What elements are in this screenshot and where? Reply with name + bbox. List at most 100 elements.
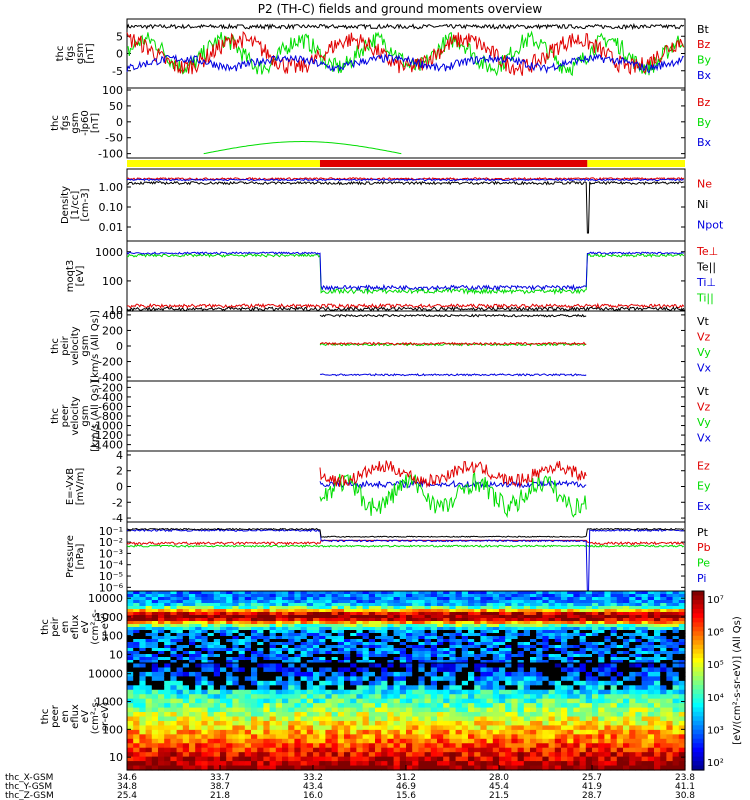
spectrogram-cell bbox=[480, 698, 488, 704]
spectrogram-cell bbox=[517, 716, 525, 722]
spectrogram-cell bbox=[325, 667, 333, 673]
spectrogram-cell bbox=[598, 698, 605, 704]
spectrogram-cell bbox=[244, 600, 252, 604]
spectrogram-cell bbox=[164, 651, 171, 655]
spectrogram-cell bbox=[629, 660, 636, 664]
spectrogram-cell bbox=[331, 756, 339, 762]
spectrogram-cell bbox=[635, 642, 643, 646]
spectrogram-cell bbox=[505, 654, 512, 658]
spectrogram-cell bbox=[362, 636, 370, 640]
spectrogram-cell bbox=[393, 618, 401, 622]
spectrogram-cell bbox=[406, 606, 413, 610]
spectrogram-cell bbox=[368, 712, 376, 718]
colorbar-cell bbox=[692, 671, 704, 677]
spectrogram-cell bbox=[486, 707, 494, 713]
spectrogram-cell bbox=[486, 761, 494, 767]
spectrogram-cell bbox=[306, 729, 314, 735]
spectrogram-cell bbox=[133, 639, 140, 643]
spectrogram-cell bbox=[368, 689, 376, 695]
spectrogram-cell bbox=[554, 707, 562, 713]
spectrogram-cell bbox=[263, 624, 271, 628]
spectrogram-cell bbox=[393, 698, 401, 704]
spectrogram-cell bbox=[517, 615, 525, 619]
spectrogram-cell bbox=[213, 624, 221, 628]
spectrogram-cell bbox=[424, 680, 432, 686]
spectrogram-cell bbox=[604, 663, 612, 669]
spectrogram-cell bbox=[616, 676, 624, 682]
spectrogram-cell bbox=[164, 712, 171, 718]
spectrogram-cell bbox=[344, 689, 351, 695]
y-tick-label: 10000 bbox=[88, 668, 123, 681]
spectrogram-cell bbox=[275, 660, 283, 664]
spectrogram-cell bbox=[474, 725, 481, 731]
spectrogram-cell bbox=[220, 725, 227, 731]
spectrogram-cell bbox=[288, 591, 295, 595]
spectrogram-cell bbox=[269, 680, 277, 686]
spectrogram-cell bbox=[654, 720, 661, 727]
spectrogram-cell bbox=[213, 720, 221, 727]
spectrogram-cell bbox=[486, 636, 494, 640]
spectrogram-cell bbox=[430, 738, 438, 744]
spectrogram-cell bbox=[443, 720, 450, 727]
spectrogram-cell bbox=[226, 765, 233, 771]
spectrogram-cell bbox=[567, 591, 574, 595]
spectrogram-cell bbox=[449, 765, 457, 771]
spectrogram-cell bbox=[418, 600, 426, 604]
colorbar-cell bbox=[692, 756, 704, 762]
spectrogram-cell bbox=[244, 738, 252, 744]
spectrogram-cell bbox=[133, 657, 140, 661]
spectrogram-cell bbox=[474, 591, 481, 595]
spectrogram-cell bbox=[623, 703, 630, 709]
spectrogram-cell bbox=[362, 720, 370, 727]
spectrogram-cell bbox=[139, 648, 147, 652]
spectrogram-cell bbox=[610, 743, 618, 749]
spectrogram-cell bbox=[492, 694, 500, 700]
spectrogram-cell bbox=[604, 600, 612, 604]
spectrogram-cell bbox=[189, 729, 196, 735]
spectrogram-cell bbox=[344, 651, 351, 655]
spectrogram-cell bbox=[399, 685, 407, 691]
spectrogram-cell bbox=[542, 654, 550, 658]
spectrogram-cell bbox=[399, 680, 407, 686]
spectrogram-cell bbox=[430, 627, 438, 631]
spectrogram-cell bbox=[666, 603, 674, 607]
spectrogram-cell bbox=[251, 654, 258, 658]
spectrogram-cell bbox=[275, 594, 283, 598]
spectrogram-cell bbox=[195, 765, 202, 771]
spectrogram-cell bbox=[207, 633, 215, 637]
spectrogram-cell bbox=[282, 645, 289, 649]
spectrogram-cell bbox=[554, 630, 562, 634]
spectrogram-cell bbox=[561, 707, 568, 713]
spectrogram-cell bbox=[263, 645, 271, 649]
spectrogram-cell bbox=[313, 716, 320, 722]
spectrogram-cell bbox=[468, 591, 475, 595]
spectrogram-cell bbox=[505, 648, 512, 652]
spectrogram-cell bbox=[300, 738, 308, 744]
spectrogram-cell bbox=[387, 621, 395, 625]
spectrogram-cell bbox=[418, 667, 426, 673]
spectrogram-cell bbox=[344, 716, 351, 722]
spectrogram-cell bbox=[139, 712, 147, 718]
spectrogram-cell bbox=[542, 720, 550, 727]
spectrogram-cell bbox=[275, 618, 283, 622]
spectrogram-cell bbox=[536, 606, 543, 610]
spectrogram-cell bbox=[145, 594, 153, 598]
spectrogram-cell bbox=[393, 597, 401, 601]
spectrogram-cell bbox=[437, 597, 444, 601]
spectrogram-cell bbox=[443, 725, 450, 731]
spectrogram-cell bbox=[592, 765, 599, 771]
spectrogram-cell bbox=[499, 615, 506, 619]
spectrogram-cell bbox=[251, 609, 258, 613]
colorbar-cell bbox=[692, 707, 704, 713]
spectrogram-cell bbox=[468, 654, 475, 658]
spectrogram-cell bbox=[331, 703, 339, 709]
spectrogram-cell bbox=[306, 639, 314, 643]
spectrogram-cell bbox=[542, 600, 550, 604]
spectrogram-cell bbox=[275, 600, 283, 604]
spectrogram-cell bbox=[344, 734, 351, 740]
spectrogram-cell bbox=[542, 734, 550, 740]
spectrogram-cell bbox=[182, 639, 190, 643]
x-row-value: 23.8 bbox=[675, 773, 695, 783]
spectrogram-cell bbox=[443, 621, 450, 625]
spectrogram-cell bbox=[362, 594, 370, 598]
